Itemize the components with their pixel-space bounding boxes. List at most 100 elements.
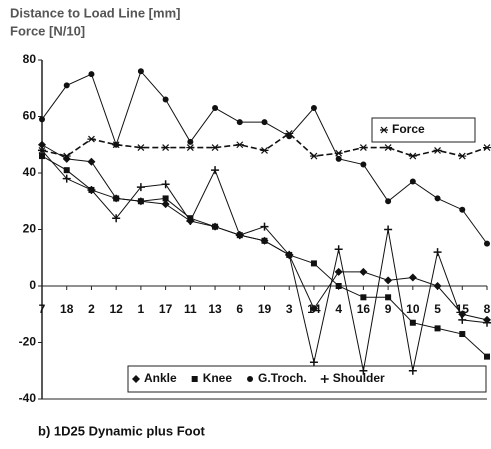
marker [384,225,393,234]
legend-label: Ankle [144,371,177,385]
x-tick-label: 10 [406,302,420,316]
marker [235,231,244,240]
marker [483,318,491,327]
marker [360,161,367,168]
marker [359,267,368,276]
marker [409,178,416,185]
marker [385,294,392,301]
x-tick-label: 12 [109,302,123,316]
marker [335,283,342,289]
marker [310,105,317,112]
x-tick-label: 6 [236,302,243,316]
y-tick-label: 20 [23,222,37,236]
marker [408,152,417,160]
marker [261,119,268,126]
marker [334,245,343,254]
marker [260,222,269,231]
force-label-box [371,117,476,143]
legend-label: Shoulder [333,371,385,385]
marker [161,144,170,151]
marker [483,144,491,151]
marker [384,276,393,285]
marker [212,223,219,230]
y-tick-label: -40 [19,391,37,405]
marker [408,273,417,282]
marker [484,240,490,247]
marker [320,375,329,383]
marker [39,116,45,123]
x-tick-label: 16 [357,302,371,316]
marker [87,135,96,143]
marker [87,157,96,166]
marker [38,146,46,154]
marker [235,141,244,149]
marker [211,144,220,151]
y-tick-label: 60 [23,109,37,123]
marker [38,140,46,149]
chart-subtitle: Force [N/10] [10,23,85,38]
marker [63,167,70,174]
marker [136,183,145,192]
marker [88,71,95,78]
marker [459,206,466,213]
marker [136,144,145,151]
marker [186,144,195,151]
marker [385,198,392,205]
marker [247,376,254,382]
marker [62,152,71,160]
x-tick-label: 15 [456,302,470,316]
x-tick-label: 18 [60,302,74,316]
marker [187,138,194,145]
marker [261,237,268,244]
marker [260,146,269,154]
legend-label: G.Troch. [258,371,307,385]
marker [458,315,467,324]
x-tick-label: 8 [484,302,491,316]
legend-label: Force [392,122,425,136]
marker [458,310,467,319]
x-tick-label: 13 [208,302,222,316]
legend-box [127,365,487,393]
marker [162,96,169,103]
marker [87,185,96,194]
marker [309,358,318,367]
marker [409,319,416,326]
marker [236,119,243,126]
marker [137,68,144,75]
marker [408,366,417,375]
marker [113,195,120,202]
marker [459,331,466,338]
x-tick-label: 2 [88,302,95,316]
marker [384,144,393,151]
y-tick-label: 40 [23,165,37,179]
series-line [41,70,488,244]
marker [484,353,490,360]
caption: b) 1D25 Dynamic plus Foot [38,423,206,438]
marker [186,217,195,226]
marker [63,82,70,89]
marker [62,174,71,183]
marker [112,141,121,149]
x-tick-label: 11 [184,302,197,316]
marker [39,153,45,160]
marker [161,200,170,209]
marker [162,195,169,202]
marker [285,130,294,137]
marker [433,146,442,154]
marker [212,105,219,112]
marker [191,376,198,382]
marker [359,144,368,151]
marker [433,248,442,257]
marker [334,149,343,157]
x-tick-label: 7 [39,302,46,316]
y-tick-label: 0 [29,278,36,292]
chart-title: Distance to Load Line [mm] [10,5,180,20]
marker [62,154,71,163]
marker [285,250,294,259]
marker [434,195,441,202]
x-tick-label: 9 [385,302,392,316]
marker [380,126,388,134]
marker [211,166,220,175]
legend-label: Knee [203,371,233,385]
x-tick-label: 19 [258,302,272,316]
